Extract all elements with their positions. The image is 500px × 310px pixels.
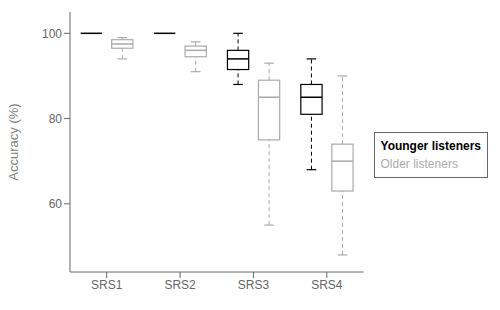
svg-text:SRS4: SRS4: [311, 278, 343, 292]
svg-text:80: 80: [49, 112, 63, 126]
svg-text:SRS1: SRS1: [91, 278, 123, 292]
svg-text:60: 60: [49, 197, 63, 211]
svg-text:Accuracy (%): Accuracy (%): [8, 103, 21, 180]
svg-text:100: 100: [42, 27, 62, 41]
html-text:Older listeners: Older listeners: [380, 157, 458, 171]
svg-text:SRS2: SRS2: [164, 278, 196, 292]
svg-text:SRS3: SRS3: [238, 278, 270, 292]
html-text:Younger listeners: Younger listeners: [380, 139, 481, 153]
